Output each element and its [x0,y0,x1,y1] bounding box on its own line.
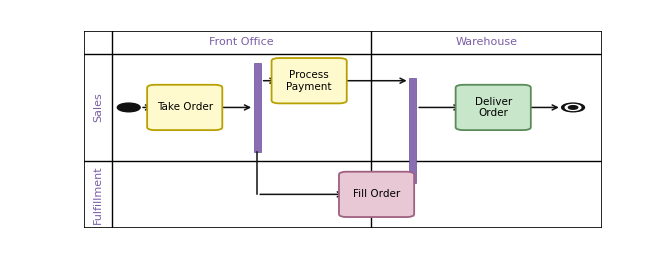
Text: Sales: Sales [93,93,103,122]
Text: Front Office: Front Office [209,37,274,47]
Circle shape [565,104,581,110]
Circle shape [562,103,585,112]
FancyBboxPatch shape [456,85,531,130]
Text: Deliver
Order: Deliver Order [474,97,512,118]
Text: Process
Payment: Process Payment [286,70,332,91]
Text: Fill Order: Fill Order [353,189,400,199]
Text: Take Order: Take Order [157,102,213,112]
Bar [409,78,416,183]
Text: Fulfillment: Fulfillment [93,165,103,224]
FancyBboxPatch shape [272,58,347,103]
Text: Warehouse: Warehouse [456,37,518,47]
FancyBboxPatch shape [339,172,414,217]
Bar [254,62,261,152]
Circle shape [117,103,140,112]
Circle shape [569,106,578,109]
FancyBboxPatch shape [147,85,222,130]
